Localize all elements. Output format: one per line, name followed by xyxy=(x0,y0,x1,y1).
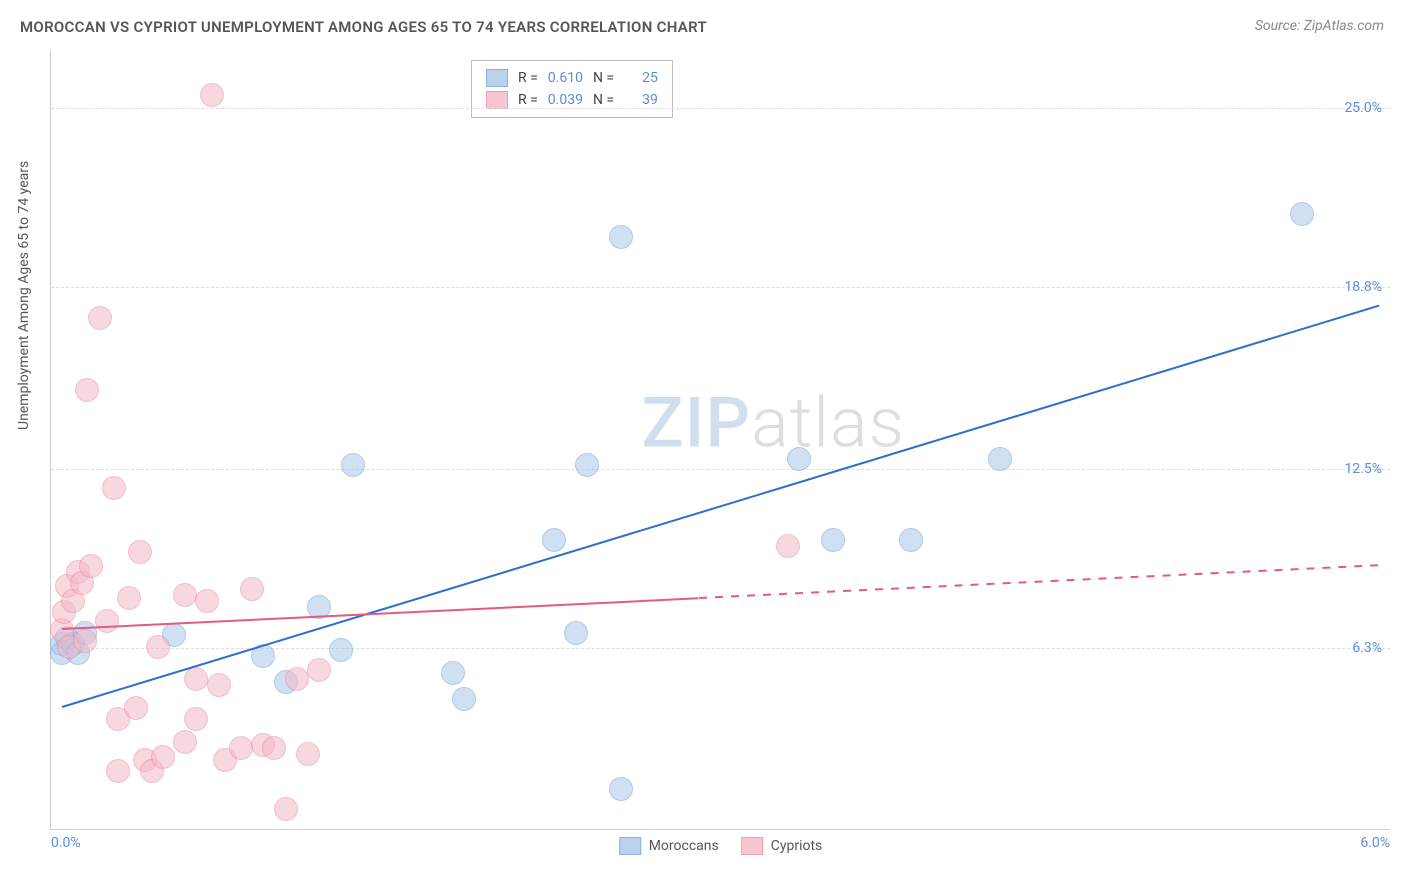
legend-n-label: N = xyxy=(593,92,614,108)
y-tick-label: 25.0% xyxy=(1344,100,1382,116)
legend-r-cypriots: 0.039 xyxy=(548,92,583,108)
scatter-point-moroccans xyxy=(329,638,353,662)
scatter-point-moroccans xyxy=(899,528,923,552)
scatter-point-moroccans xyxy=(452,687,476,711)
scatter-point-cypriots xyxy=(75,378,99,402)
watermark: ZIPatlas xyxy=(641,382,905,464)
scatter-point-cypriots xyxy=(128,540,152,564)
legend-r-moroccans: 0.610 xyxy=(548,70,583,86)
scatter-point-cypriots xyxy=(776,534,800,558)
swatch-cypriots xyxy=(486,91,508,109)
regression-line xyxy=(699,564,1380,599)
legend-correlation: R = 0.610 N = 25 R = 0.039 N = 39 xyxy=(471,60,673,118)
legend-n-cypriots: 39 xyxy=(642,92,658,108)
scatter-point-cypriots xyxy=(102,476,126,500)
scatter-point-moroccans xyxy=(988,447,1012,471)
scatter-point-moroccans xyxy=(787,447,811,471)
scatter-point-cypriots xyxy=(151,745,175,769)
scatter-point-cypriots xyxy=(146,635,170,659)
watermark-zip: ZIP xyxy=(641,382,751,464)
scatter-point-moroccans xyxy=(542,528,566,552)
scatter-point-cypriots xyxy=(262,736,286,760)
scatter-point-cypriots xyxy=(307,658,331,682)
scatter-point-cypriots xyxy=(79,554,103,578)
gridline xyxy=(51,287,1390,288)
legend-label-moroccans: Moroccans xyxy=(649,838,719,854)
scatter-point-cypriots xyxy=(88,306,112,330)
legend-series: Moroccans Cypriots xyxy=(619,837,823,855)
gridline xyxy=(51,108,1390,109)
legend-r-label: R = xyxy=(518,70,538,86)
scatter-point-cypriots xyxy=(173,730,197,754)
scatter-point-moroccans xyxy=(441,661,465,685)
y-axis-label: Unemployment Among Ages 65 to 74 years xyxy=(16,161,32,430)
scatter-point-moroccans xyxy=(341,453,365,477)
scatter-point-cypriots xyxy=(296,742,320,766)
scatter-point-moroccans xyxy=(564,621,588,645)
y-tick-label: 12.5% xyxy=(1344,461,1382,477)
legend-item-moroccans: Moroccans xyxy=(619,837,719,855)
scatter-point-moroccans xyxy=(609,225,633,249)
scatter-point-moroccans xyxy=(821,528,845,552)
legend-item-cypriots: Cypriots xyxy=(741,837,823,855)
plot-area: ZIPatlas R = 0.610 N = 25 R = 0.039 N = … xyxy=(50,50,1390,830)
x-tick-min: 0.0% xyxy=(51,835,81,851)
y-tick-label: 18.8% xyxy=(1344,279,1382,295)
regression-line xyxy=(62,597,699,630)
scatter-point-cypriots xyxy=(274,797,298,821)
legend-row-moroccans: R = 0.610 N = 25 xyxy=(486,67,658,89)
swatch-moroccans xyxy=(619,837,641,855)
scatter-point-cypriots xyxy=(195,589,219,613)
scatter-point-cypriots xyxy=(117,586,141,610)
scatter-point-cypriots xyxy=(106,759,130,783)
scatter-point-cypriots xyxy=(184,707,208,731)
legend-label-cypriots: Cypriots xyxy=(771,838,823,854)
legend-n-label: N = xyxy=(593,70,614,86)
scatter-point-cypriots xyxy=(95,609,119,633)
swatch-cypriots xyxy=(741,837,763,855)
chart-container: MOROCCAN VS CYPRIOT UNEMPLOYMENT AMONG A… xyxy=(0,0,1406,892)
chart-title: MOROCCAN VS CYPRIOT UNEMPLOYMENT AMONG A… xyxy=(20,18,707,36)
scatter-point-moroccans xyxy=(1290,202,1314,226)
scatter-point-cypriots xyxy=(173,583,197,607)
scatter-point-cypriots xyxy=(73,629,97,653)
y-tick-label: 6.3% xyxy=(1352,640,1382,656)
legend-n-moroccans: 25 xyxy=(642,70,658,86)
scatter-point-cypriots xyxy=(229,736,253,760)
x-tick-max: 6.0% xyxy=(1360,835,1390,851)
scatter-point-cypriots xyxy=(285,667,309,691)
scatter-point-moroccans xyxy=(575,453,599,477)
swatch-moroccans xyxy=(486,69,508,87)
watermark-atlas: atlas xyxy=(751,382,905,464)
scatter-point-cypriots xyxy=(184,667,208,691)
chart-source: Source: ZipAtlas.com xyxy=(1255,18,1384,34)
legend-r-label: R = xyxy=(518,92,538,108)
scatter-point-cypriots xyxy=(200,83,224,107)
scatter-point-moroccans xyxy=(609,777,633,801)
scatter-point-cypriots xyxy=(124,696,148,720)
gridline xyxy=(51,469,1390,470)
scatter-point-cypriots xyxy=(240,577,264,601)
scatter-point-cypriots xyxy=(207,673,231,697)
